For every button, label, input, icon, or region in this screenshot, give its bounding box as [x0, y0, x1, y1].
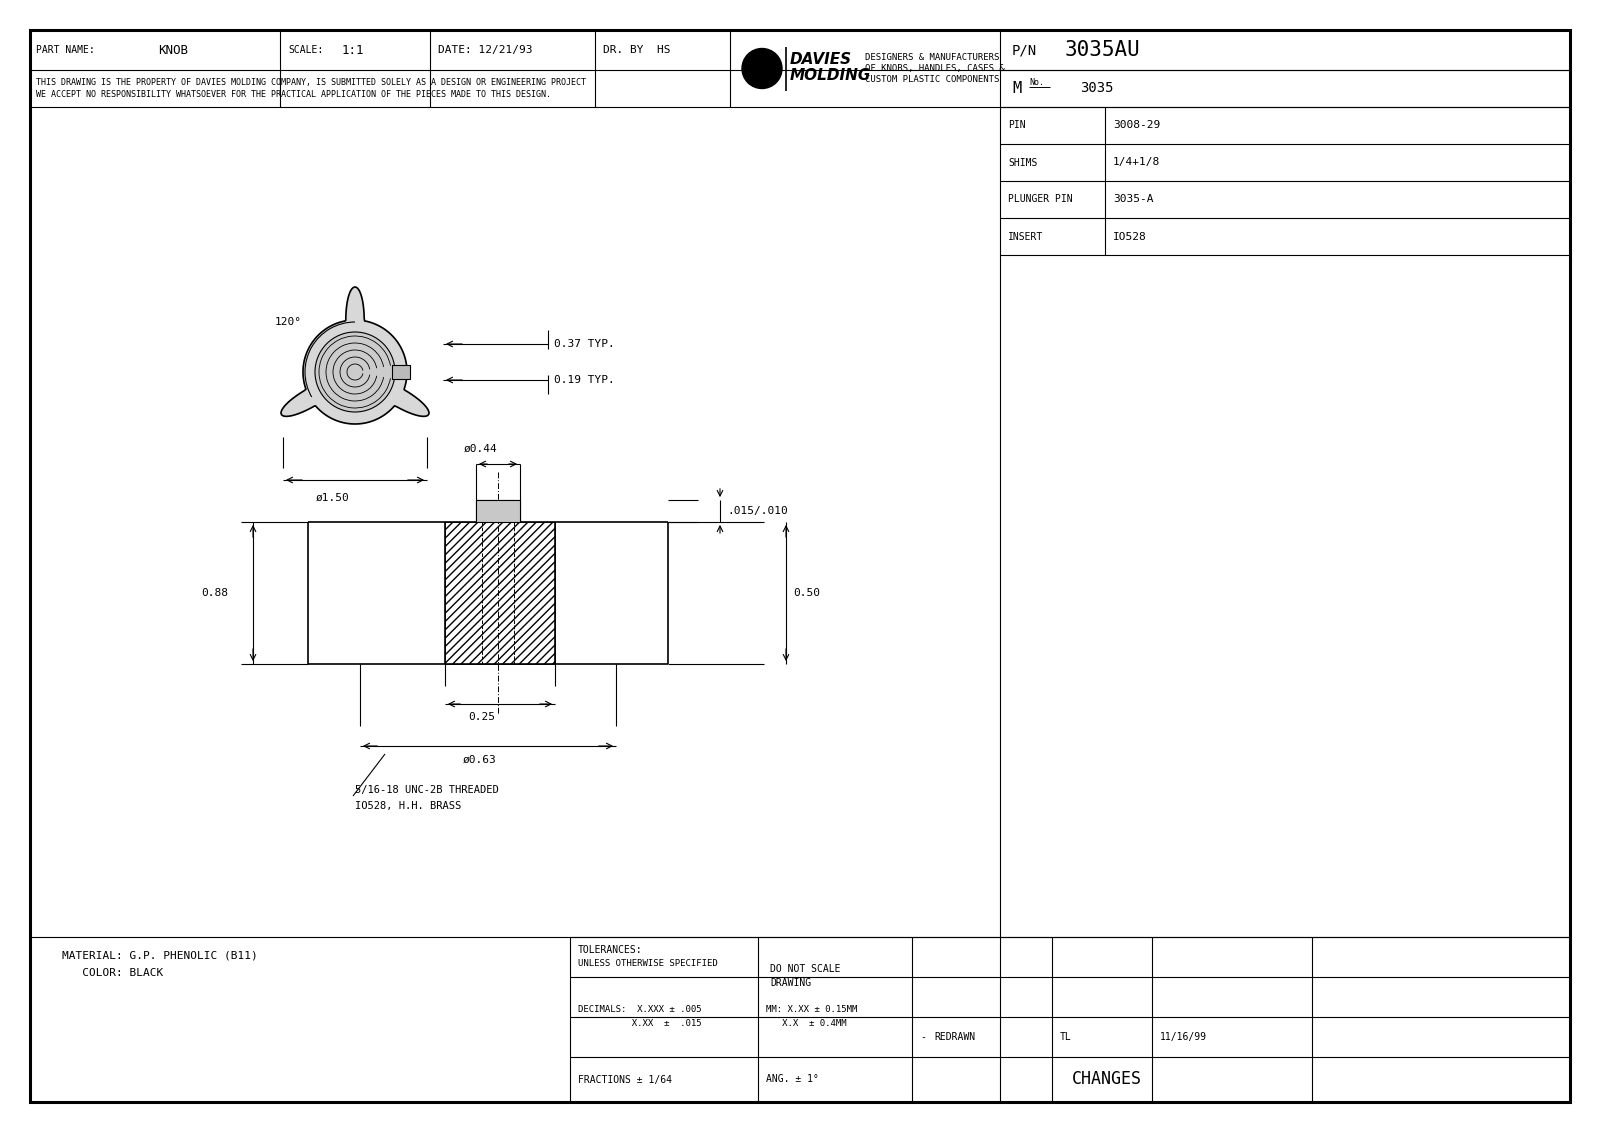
Text: 3035AU: 3035AU — [1066, 40, 1141, 60]
Text: SHIMS: SHIMS — [1008, 157, 1037, 168]
Text: COLOR: BLACK: COLOR: BLACK — [62, 968, 163, 978]
Text: ANG. ± 1°: ANG. ± 1° — [766, 1074, 819, 1084]
Text: MOLDING: MOLDING — [790, 68, 872, 83]
Text: PART NAME:: PART NAME: — [35, 45, 94, 55]
Text: ø0.44: ø0.44 — [464, 444, 498, 454]
Text: DAVIES: DAVIES — [790, 52, 853, 67]
Text: 11/16/99: 11/16/99 — [1160, 1032, 1206, 1041]
Text: 0.37 TYP.: 0.37 TYP. — [554, 338, 614, 349]
Text: CHANGES: CHANGES — [1072, 1071, 1142, 1089]
Text: P/N: P/N — [1013, 43, 1037, 57]
Circle shape — [742, 49, 782, 88]
Text: 0.25: 0.25 — [469, 712, 496, 722]
Text: IO528: IO528 — [1114, 232, 1147, 241]
Text: .015/.010: .015/.010 — [726, 506, 787, 516]
Bar — [477, 500, 520, 522]
Text: 3008-29: 3008-29 — [1114, 120, 1160, 130]
Text: TOLERANCES:: TOLERANCES: — [578, 945, 643, 955]
Text: REDRAWN: REDRAWN — [934, 1032, 974, 1041]
Text: FRACTIONS ± 1/64: FRACTIONS ± 1/64 — [578, 1074, 672, 1084]
Text: PIN: PIN — [1008, 120, 1026, 130]
Circle shape — [315, 332, 395, 412]
Polygon shape — [282, 288, 429, 424]
Text: X.XX  ±  .015: X.XX ± .015 — [578, 1019, 702, 1028]
Text: DRAWING: DRAWING — [770, 978, 811, 988]
Text: DECIMALS:  X.XXX ± .005: DECIMALS: X.XXX ± .005 — [578, 1004, 702, 1013]
Text: ø1.50: ø1.50 — [317, 494, 350, 503]
Text: M: M — [1013, 82, 1021, 96]
Text: SCALE:: SCALE: — [288, 45, 323, 55]
Text: UNLESS OTHERWISE SPECIFIED: UNLESS OTHERWISE SPECIFIED — [578, 960, 718, 969]
Text: DR. BY  HS: DR. BY HS — [603, 45, 670, 55]
Text: PLUNGER PIN: PLUNGER PIN — [1008, 195, 1072, 205]
Text: THIS DRAWING IS THE PROPERTY OF DAVIES MOLDING COMPANY, IS SUBMITTED SOLELY AS A: THIS DRAWING IS THE PROPERTY OF DAVIES M… — [35, 78, 586, 87]
Text: DO NOT SCALE: DO NOT SCALE — [770, 964, 840, 974]
Text: TL: TL — [1059, 1032, 1072, 1041]
Text: DESIGNERS & MANUFACTURERS: DESIGNERS & MANUFACTURERS — [866, 53, 1000, 62]
Text: INSERT: INSERT — [1008, 232, 1043, 241]
Text: OF KNOBS, HANDLES, CASES &: OF KNOBS, HANDLES, CASES & — [866, 65, 1005, 72]
Text: 3035-A: 3035-A — [1114, 195, 1154, 205]
Text: CUSTOM PLASTIC COMPONENTS: CUSTOM PLASTIC COMPONENTS — [866, 75, 1000, 84]
Text: 1/4+1/8: 1/4+1/8 — [1114, 157, 1160, 168]
Text: KNOB: KNOB — [158, 43, 189, 57]
Text: ø0.63: ø0.63 — [462, 755, 498, 765]
Text: 120°: 120° — [275, 317, 302, 327]
Text: 0.19 TYP.: 0.19 TYP. — [554, 375, 614, 385]
Text: -: - — [920, 1032, 926, 1041]
Text: No.: No. — [1029, 78, 1043, 87]
Text: WE ACCEPT NO RESPONSIBILITY WHATSOEVER FOR THE PRACTICAL APPLICATION OF THE PIEC: WE ACCEPT NO RESPONSIBILITY WHATSOEVER F… — [35, 91, 550, 98]
Text: 1:1: 1:1 — [342, 43, 365, 57]
Text: IO528, H.H. BRASS: IO528, H.H. BRASS — [355, 801, 461, 811]
Text: 0.88: 0.88 — [202, 588, 229, 598]
Bar — [392, 365, 410, 379]
Text: DATE: 12/21/93: DATE: 12/21/93 — [438, 45, 533, 55]
Text: 0.50: 0.50 — [794, 588, 819, 598]
Text: 5/16-18 UNC-2B THREADED: 5/16-18 UNC-2B THREADED — [355, 784, 499, 795]
Text: MATERIAL: G.P. PHENOLIC (B11): MATERIAL: G.P. PHENOLIC (B11) — [62, 950, 258, 960]
Bar — [445, 522, 555, 664]
Text: MM: X.XX ± 0.15MM: MM: X.XX ± 0.15MM — [766, 1004, 858, 1013]
Text: 3035: 3035 — [1080, 82, 1114, 95]
Text: X.X  ± 0.4MM: X.X ± 0.4MM — [766, 1019, 846, 1028]
